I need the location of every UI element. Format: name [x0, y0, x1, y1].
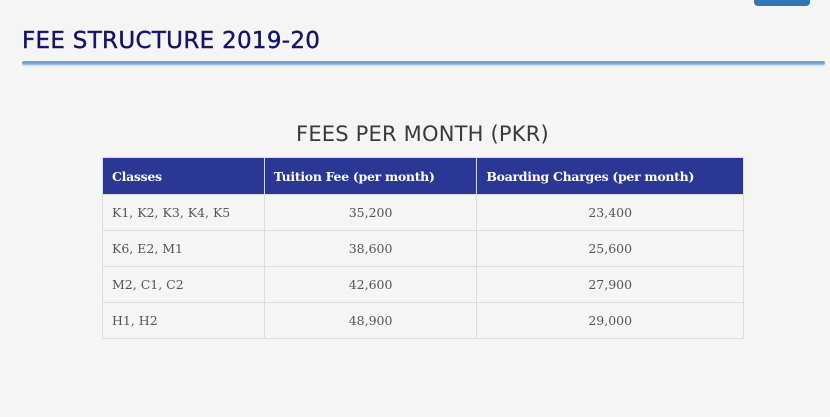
fee-structure-table: Classes Tuition Fee (per month) Boarding…: [102, 157, 744, 339]
cell-boarding-charges: 29,000: [476, 302, 744, 339]
cell-boarding-charges: 27,900: [476, 266, 744, 303]
title-underline-divider: [22, 61, 825, 65]
table-header-row: Classes Tuition Fee (per month) Boarding…: [102, 157, 744, 195]
cell-classes: K1, K2, K3, K4, K5: [102, 194, 265, 231]
top-nav-button[interactable]: [754, 0, 810, 6]
section-title: FEES PER MONTH (PKR): [296, 122, 549, 146]
cell-boarding-charges: 23,400: [476, 194, 744, 231]
column-header-tuition-fee: Tuition Fee (per month): [263, 157, 478, 195]
cell-classes: H1, H2: [102, 302, 265, 339]
page-title: FEE STRUCTURE 2019-20: [22, 28, 321, 54]
table-body: K1, K2, K3, K4, K5 35,200 23,400 K6, E2,…: [102, 194, 744, 339]
cell-tuition-fee: 35,200: [263, 194, 478, 231]
table-header: Classes Tuition Fee (per month) Boarding…: [102, 157, 744, 195]
table-row: K6, E2, M1 38,600 25,600: [102, 230, 744, 267]
cell-classes: K6, E2, M1: [102, 230, 265, 267]
table-row: H1, H2 48,900 29,000: [102, 302, 744, 339]
column-header-boarding-charges: Boarding Charges (per month): [476, 157, 744, 195]
table-row: K1, K2, K3, K4, K5 35,200 23,400: [102, 194, 744, 231]
cell-tuition-fee: 48,900: [263, 302, 478, 339]
table-row: M2, C1, C2 42,600 27,900: [102, 266, 744, 303]
column-header-classes: Classes: [102, 157, 265, 195]
cell-boarding-charges: 25,600: [476, 230, 744, 267]
cell-tuition-fee: 38,600: [263, 230, 478, 267]
cell-tuition-fee: 42,600: [263, 266, 478, 303]
cell-classes: M2, C1, C2: [102, 266, 265, 303]
